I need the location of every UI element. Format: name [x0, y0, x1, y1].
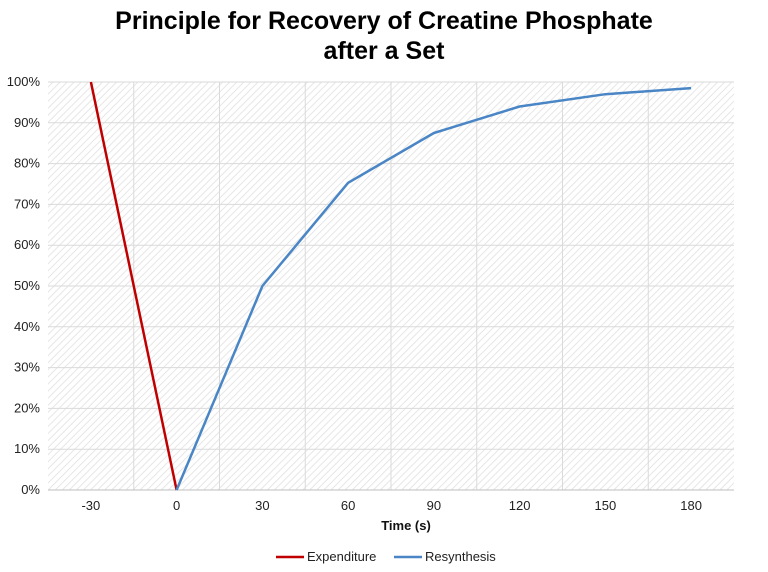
x-tick-label: 30: [255, 498, 269, 513]
series-line-expenditure: [89, 81, 178, 491]
series-lines: [89, 81, 692, 491]
y-tick-label: 40%: [14, 319, 40, 334]
y-tick-label: 50%: [14, 278, 40, 293]
x-tick-label: 60: [341, 498, 355, 513]
x-tick-label: 150: [595, 498, 617, 513]
series-line-resynthesis: [175, 86, 692, 491]
x-tick-label: -30: [81, 498, 100, 513]
y-tick-label: 10%: [14, 441, 40, 456]
x-tick-label: 120: [509, 498, 531, 513]
x-tick-labels: -30 0 30 60 90 120 150 180: [81, 498, 702, 513]
y-tick-label: 100%: [7, 74, 41, 89]
legend-label-expenditure: Expenditure: [307, 549, 376, 564]
x-tick-label: 0: [173, 498, 180, 513]
y-tick-label: 70%: [14, 196, 40, 211]
x-axis-label: Time (s): [381, 518, 431, 533]
y-tick-label: 90%: [14, 115, 40, 130]
y-tick-labels: 0% 10% 20% 30% 40% 50% 60% 70% 80% 90% 100%: [7, 74, 41, 497]
y-tick-label: 30%: [14, 360, 40, 375]
legend-label-resynthesis: Resynthesis: [425, 549, 496, 564]
x-tick-label: 180: [680, 498, 702, 513]
y-tick-label: 20%: [14, 400, 40, 415]
chart-title: Principle for Recovery of Creatine Phosp…: [0, 6, 768, 66]
x-tick-label: 90: [427, 498, 441, 513]
chart-title-line-1: Principle for Recovery of Creatine Phosp…: [115, 7, 653, 35]
legend: Expenditure Resynthesis: [276, 549, 496, 564]
y-tick-label: 60%: [14, 237, 40, 252]
y-tick-label: 80%: [14, 156, 40, 171]
y-tick-label: 0%: [21, 482, 40, 497]
chart-title-line-2: after a Set: [323, 37, 445, 65]
vertical-gridlines: [133, 82, 649, 490]
